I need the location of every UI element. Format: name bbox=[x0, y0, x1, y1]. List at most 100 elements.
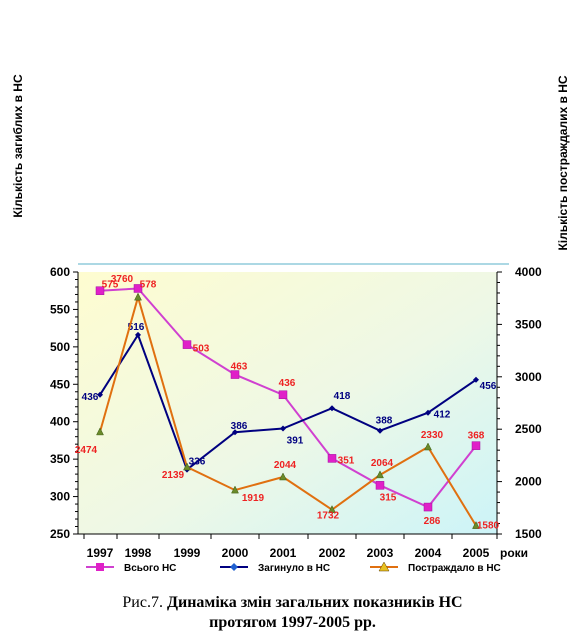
data-point-diamond bbox=[473, 376, 479, 383]
data-point-triangle bbox=[328, 505, 336, 513]
axes bbox=[77, 272, 498, 535]
data-label: 456 bbox=[480, 381, 497, 392]
legend-label: Загинуло в НС bbox=[258, 563, 330, 574]
data-label: 1580 bbox=[477, 521, 500, 532]
x-tick-label: 2002 bbox=[319, 546, 346, 560]
data-point-square bbox=[327, 454, 337, 463]
data-point-square bbox=[230, 370, 240, 379]
data-label: 436 bbox=[82, 392, 99, 403]
data-label: 2044 bbox=[274, 460, 297, 471]
right-tick-label: 1500 bbox=[515, 527, 542, 541]
series-3: 2474 3760 2139 1919 2044 1732 2064 2330 1580 bbox=[75, 274, 500, 531]
data-label: 503 bbox=[193, 344, 210, 355]
x-tick-label: 2001 bbox=[270, 546, 297, 560]
data-label: 386 bbox=[231, 421, 248, 432]
legend-marker-diamond bbox=[230, 563, 238, 571]
data-label: 2064 bbox=[371, 458, 394, 469]
data-point-square bbox=[182, 340, 192, 349]
data-point-square bbox=[278, 390, 288, 400]
x-axis-ticks: 1997 1998 1999 2000 2001 2002 2003 2004 2005 bbox=[83, 534, 498, 560]
x-tick-label: 2000 bbox=[222, 546, 249, 560]
data-label: 336 bbox=[189, 457, 206, 468]
data-point-triangle bbox=[472, 521, 480, 529]
x-tick-label: 2004 bbox=[415, 546, 442, 560]
figure-caption-line2: протягом 1997-2005 рр. bbox=[0, 614, 585, 632]
data-label: 368 bbox=[468, 431, 485, 442]
data-point-diamond bbox=[280, 425, 286, 432]
data-label: 2474 bbox=[75, 445, 98, 456]
data-point-diamond bbox=[377, 427, 383, 434]
data-point-triangle bbox=[376, 470, 384, 479]
left-tick-label: 600 bbox=[50, 265, 70, 279]
data-point-square bbox=[133, 284, 143, 293]
legend-marker-square bbox=[96, 563, 104, 571]
data-point-diamond bbox=[97, 391, 103, 398]
data-label: 3760 bbox=[111, 274, 134, 285]
legend-item-3: Постраждало в НС bbox=[370, 561, 501, 574]
data-point-triangle bbox=[134, 292, 142, 301]
series-1: 575 578 503 463 436 351 315 286 368 bbox=[95, 279, 485, 527]
legend-item-2: Загинуло в НС bbox=[220, 563, 330, 574]
right-tick-label: 3500 bbox=[515, 317, 542, 331]
left-tick-label: 450 bbox=[50, 377, 70, 391]
left-tick-label: 500 bbox=[50, 340, 70, 354]
right-axis-ticks: 1500 2000 2500 3000 3500 4000 bbox=[497, 265, 542, 541]
data-point-triangle bbox=[96, 427, 104, 436]
left-tick-label: 550 bbox=[50, 302, 70, 316]
x-axis-unit-label: роки bbox=[500, 546, 528, 560]
left-axis-label: Кількість загиблих в НС bbox=[11, 74, 25, 218]
data-point-diamond bbox=[232, 429, 238, 436]
data-label: 351 bbox=[338, 455, 355, 466]
data-point-diamond bbox=[135, 331, 141, 338]
data-label: 391 bbox=[287, 435, 304, 446]
caption-title-line2: протягом 1997-2005 рр. bbox=[209, 614, 376, 631]
data-label: 315 bbox=[380, 492, 397, 503]
caption-title-line1: Динаміка змін загальних показників НС bbox=[166, 594, 463, 611]
data-point-triangle bbox=[424, 442, 432, 451]
data-label: 412 bbox=[434, 410, 451, 421]
data-label: 418 bbox=[334, 391, 351, 402]
data-label: 2139 bbox=[162, 470, 185, 481]
x-tick-label: 2003 bbox=[367, 546, 394, 560]
left-tick-label: 300 bbox=[50, 490, 70, 504]
x-tick-label: 1997 bbox=[87, 546, 114, 560]
data-point-diamond bbox=[425, 409, 431, 416]
right-tick-label: 3000 bbox=[515, 370, 542, 384]
series-layer: 575 578 503 463 436 351 315 286 368 436 516 336 386 3… bbox=[75, 274, 500, 531]
legend-label: Постраждало в НС bbox=[408, 563, 501, 574]
data-point-square bbox=[375, 481, 385, 490]
series-2: 436 516 336 386 391 418 388 412 456 bbox=[82, 322, 497, 473]
x-tick-label: 2005 bbox=[463, 546, 490, 560]
x-tick-label: 1998 bbox=[125, 546, 152, 560]
right-tick-label: 2500 bbox=[515, 422, 542, 436]
data-label: 578 bbox=[140, 279, 157, 290]
data-point-triangle bbox=[279, 472, 287, 481]
caption-prefix: Рис.7. bbox=[122, 594, 163, 611]
legend: Всього НС Загинуло в НС Постраждало в НС bbox=[86, 561, 501, 574]
left-tick-label: 250 bbox=[50, 527, 70, 541]
right-tick-label: 4000 bbox=[515, 265, 542, 279]
legend-item-1: Всього НС bbox=[86, 563, 176, 574]
data-label: 1919 bbox=[242, 493, 265, 504]
data-point-square bbox=[95, 286, 105, 295]
left-axis-ticks: 250 300 350 400 450 500 550 600 bbox=[50, 265, 78, 541]
right-tick-label: 2000 bbox=[515, 475, 542, 489]
data-label: 2330 bbox=[421, 430, 444, 441]
data-label: 388 bbox=[376, 416, 393, 427]
data-label: 463 bbox=[231, 362, 248, 373]
data-point-square bbox=[471, 441, 481, 450]
data-point-triangle bbox=[183, 462, 191, 471]
plot-area bbox=[78, 272, 497, 534]
figure-caption: Рис.7. Динаміка змін загальних показникі… bbox=[0, 594, 585, 612]
left-tick-label: 400 bbox=[50, 415, 70, 429]
legend-label: Всього НС bbox=[124, 563, 176, 574]
data-label: 436 bbox=[279, 378, 296, 389]
x-tick-label: 1999 bbox=[174, 546, 201, 560]
right-axis-label: Кількість постраждалих в НС bbox=[556, 75, 570, 250]
legend-marker-triangle bbox=[378, 561, 390, 572]
data-point-triangle bbox=[231, 485, 239, 494]
data-point-diamond bbox=[329, 405, 335, 412]
data-label: 286 bbox=[424, 516, 441, 527]
data-label: 1732 bbox=[317, 511, 340, 522]
